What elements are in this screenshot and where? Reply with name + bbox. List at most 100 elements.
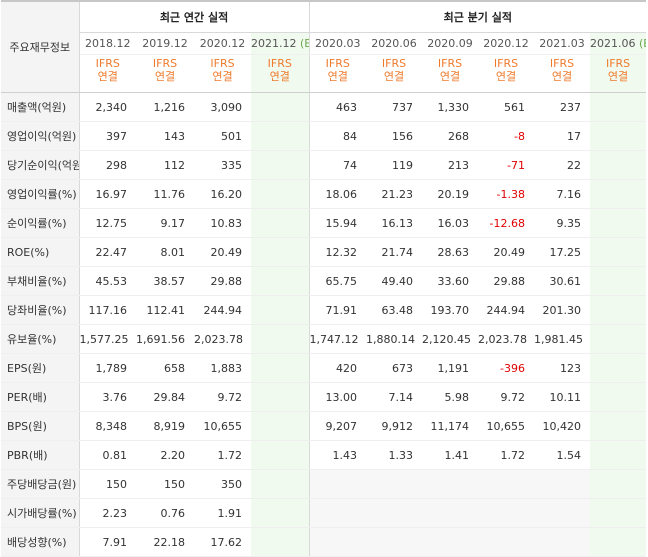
value-cell: 143 <box>136 121 194 151</box>
value-cell: 11.76 <box>136 179 194 209</box>
value-cell <box>534 469 591 499</box>
table-row: 당기순이익(억원) 298 112 335 74 119 213 -71 22 <box>1 150 647 180</box>
value-cell: 213 <box>422 150 479 180</box>
value-cell: 150 <box>136 469 194 499</box>
table-row: 시가배당률(%) 2.23 0.76 1.91 <box>1 498 647 528</box>
value-cell: 112.41 <box>136 295 194 325</box>
period-header: 2020.12 <box>194 32 251 55</box>
value-cell: 8,348 <box>79 411 136 441</box>
value-cell: 11,174 <box>422 411 479 441</box>
value-cell: 1,883 <box>194 353 251 383</box>
period-header: 2019.12 <box>136 32 194 55</box>
estimate-cell <box>590 527 647 557</box>
value-cell: 28.63 <box>422 237 479 267</box>
table-row: EPS(원) 1,789 658 1,883 420 673 1,191 -396 123 <box>1 353 647 383</box>
row-label: PBR(배) <box>1 440 80 470</box>
value-cell <box>309 527 367 557</box>
estimate-cell <box>590 121 647 151</box>
accounting-basis: IFRS 연결 <box>422 54 479 93</box>
consolidated-label: 연결 <box>495 70 517 83</box>
value-cell: 22.18 <box>136 527 194 557</box>
value-cell <box>309 469 367 499</box>
value-cell: 112 <box>136 150 194 180</box>
value-cell: 29.88 <box>194 266 251 296</box>
ifrs-label: IFRS <box>152 57 178 70</box>
table-row: 당좌비율(%) 117.16 112.41 244.94 71.91 63.48 193.7… <box>1 295 647 325</box>
value-cell: 16.03 <box>422 208 479 238</box>
period-label: 2021.06 <box>590 37 636 50</box>
value-cell: 16.97 <box>79 179 136 209</box>
value-cell: 1,577.25 <box>79 324 136 354</box>
value-cell <box>534 527 591 557</box>
ifrs-label: IFRS <box>549 57 575 70</box>
row-label: 부채비율(%) <box>1 266 80 296</box>
estimate-cell <box>251 498 310 528</box>
value-cell: 20.49 <box>194 237 251 267</box>
value-cell: 45.53 <box>79 266 136 296</box>
value-cell <box>366 498 423 528</box>
ifrs-label: IFRS <box>267 57 292 70</box>
value-cell: 350 <box>194 469 251 499</box>
value-cell: 17 <box>534 121 591 151</box>
estimate-badge: (E) <box>300 37 308 50</box>
value-cell: 658 <box>136 353 194 383</box>
value-cell: 1,789 <box>79 353 136 383</box>
value-cell: 2,120.45 <box>422 324 479 354</box>
row-label: 매출액(억원) <box>1 92 80 122</box>
period-header: 2020.03 <box>309 32 367 55</box>
value-cell: 237 <box>534 92 591 122</box>
row-label: 영업이익(억원) <box>1 121 80 151</box>
value-cell: 1,216 <box>136 92 194 122</box>
value-cell: -12.68 <box>478 208 535 238</box>
estimate-cell <box>251 266 310 296</box>
estimate-cell <box>590 179 647 209</box>
value-cell: 5.98 <box>422 382 479 412</box>
accounting-basis: IFRS 연결 <box>534 54 591 93</box>
period-header: 2020.09 <box>422 32 479 55</box>
value-cell: 7.91 <box>79 527 136 557</box>
period-header: 2020.12 <box>478 32 535 55</box>
value-cell: 9.35 <box>534 208 591 238</box>
value-cell: 71.91 <box>309 295 367 325</box>
estimate-cell <box>251 411 310 441</box>
estimate-cell <box>251 92 310 122</box>
value-cell: 298 <box>79 150 136 180</box>
value-cell: 16.13 <box>366 208 423 238</box>
value-cell: 9,912 <box>366 411 423 441</box>
ifrs-label: IFRS <box>605 57 631 70</box>
consolidated-label: 연결 <box>269 70 290 83</box>
value-cell: 20.19 <box>422 179 479 209</box>
annual-group-header: 최근 연간 실적 <box>79 0 310 33</box>
estimate-cell <box>251 121 310 151</box>
value-cell: 119 <box>366 150 423 180</box>
row-label: BPS(원) <box>1 411 80 441</box>
value-cell: 501 <box>194 121 251 151</box>
consolidated-label: 연결 <box>154 70 176 83</box>
value-cell: 1,981.45 <box>534 324 591 354</box>
value-cell: 7.16 <box>534 179 591 209</box>
value-cell <box>309 498 367 528</box>
value-cell: 1.41 <box>422 440 479 470</box>
value-cell <box>422 498 479 528</box>
accounting-basis: IFRS 연결 <box>478 54 535 93</box>
value-cell: 8,919 <box>136 411 194 441</box>
estimate-cell <box>251 208 310 238</box>
value-cell: 244.94 <box>478 295 535 325</box>
accounting-basis: IFRS 연결 <box>79 54 136 93</box>
value-cell: 193.70 <box>422 295 479 325</box>
consolidated-label: 연결 <box>551 70 573 83</box>
corner-label: 주요재무정보 <box>1 0 80 93</box>
estimate-cell <box>590 411 647 441</box>
estimate-cell <box>590 208 647 238</box>
table-row: 영업이익률(%) 16.97 11.76 16.20 18.06 21.23 20.19 -1… <box>1 179 647 209</box>
value-cell: 10.83 <box>194 208 251 238</box>
value-cell <box>422 469 479 499</box>
estimate-cell <box>590 498 647 528</box>
value-cell: 8.01 <box>136 237 194 267</box>
ifrs-label: IFRS <box>210 57 235 70</box>
value-cell: 1.43 <box>309 440 367 470</box>
value-cell: 21.23 <box>366 179 423 209</box>
value-cell: 10,655 <box>194 411 251 441</box>
value-cell: 10,655 <box>478 411 535 441</box>
value-cell: 737 <box>366 92 423 122</box>
